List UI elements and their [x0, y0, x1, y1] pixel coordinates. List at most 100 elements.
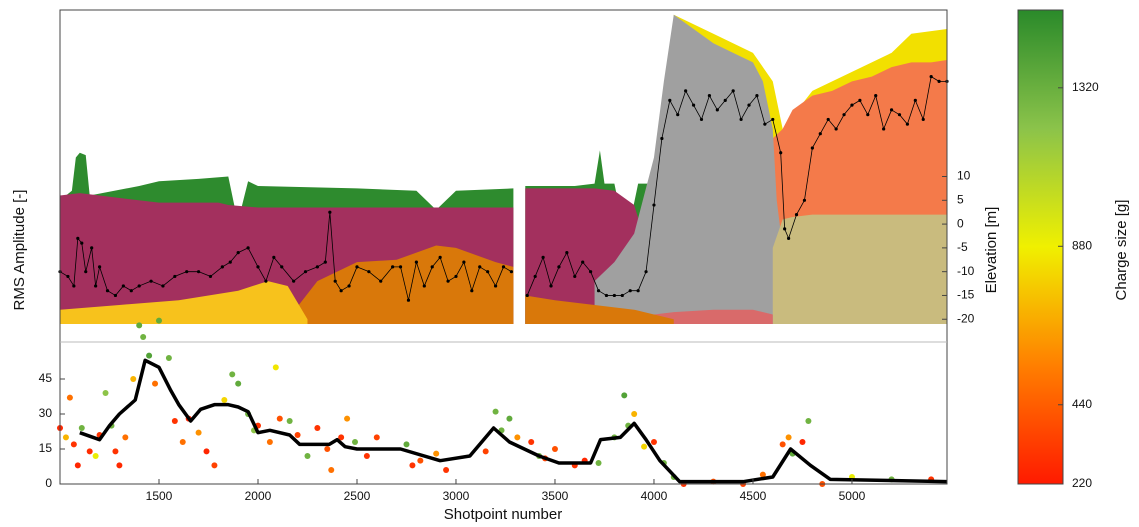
rms-point	[195, 429, 202, 436]
elevation-point	[889, 108, 894, 112]
rms-point	[229, 371, 236, 378]
rms-point	[286, 418, 293, 424]
rms-point	[304, 453, 311, 459]
elevation-point	[391, 265, 395, 269]
elevation-point	[905, 122, 910, 126]
elevation-point	[196, 270, 201, 274]
elevation-point	[573, 274, 577, 279]
y2-tick-label: -20	[957, 311, 975, 325]
rms-point	[122, 434, 129, 441]
y-tick-label: 15	[39, 441, 53, 455]
elevation-point	[676, 113, 680, 117]
elevation-point	[771, 117, 775, 122]
elevation-point	[747, 103, 751, 107]
rms-point	[314, 425, 321, 431]
elevation-point	[620, 293, 624, 298]
rms-point	[631, 411, 638, 417]
rms-point	[136, 322, 143, 329]
x-tick-label: 2000	[245, 489, 272, 503]
y2-tick-label: -15	[957, 288, 975, 302]
x-tick-label: 4500	[740, 489, 767, 503]
rms-point	[621, 392, 628, 399]
elevation-point	[105, 289, 110, 293]
elevation-point	[333, 279, 337, 283]
elevation-point	[628, 289, 632, 293]
rms-point	[443, 467, 450, 473]
elevation-point	[652, 203, 656, 207]
rms-point	[152, 380, 159, 387]
elevation-point	[525, 293, 529, 298]
rms-point	[70, 441, 77, 448]
rms-point	[551, 446, 558, 452]
elevation-point	[486, 270, 490, 274]
rms-point	[506, 415, 513, 422]
rms-point	[92, 453, 99, 459]
elevation-point	[430, 265, 434, 269]
elevation-point	[691, 103, 696, 107]
rms-point	[514, 434, 521, 441]
rms-point	[492, 408, 499, 415]
y-tick-label: 45	[39, 371, 53, 385]
elevation-point	[315, 265, 319, 269]
elevation-point	[834, 127, 838, 131]
elevation-point	[707, 94, 712, 98]
y2-tick-label: 0	[957, 216, 964, 230]
rms-point	[179, 439, 186, 445]
elevation-point	[280, 265, 284, 269]
elevation-point	[668, 98, 672, 102]
elevation-point	[470, 289, 474, 293]
elevation-point	[149, 279, 153, 283]
elevation-point	[355, 265, 359, 269]
elevation-point	[264, 279, 268, 283]
colorbar-tick-label: 440	[1072, 397, 1092, 411]
elevation-point	[897, 113, 902, 117]
rms-point	[363, 453, 370, 459]
x-tick-label: 4000	[641, 489, 668, 503]
elevation-point	[723, 98, 727, 102]
elevation-point	[478, 265, 482, 269]
rms-point	[294, 432, 301, 438]
y2-tick-label: -5	[957, 240, 968, 254]
elevation-point	[414, 260, 418, 264]
elevation-point	[850, 103, 854, 107]
elevation-point	[636, 289, 640, 293]
elevation-point	[739, 117, 743, 122]
rms-point	[785, 434, 792, 441]
elevation-point	[220, 265, 224, 269]
elevation-point	[731, 89, 735, 93]
colorbar	[1017, 9, 1064, 485]
rms-point	[528, 439, 535, 445]
y2-axis-label: Elevation [m]	[983, 207, 1000, 294]
y-tick-label: 0	[45, 476, 52, 490]
rms-point	[641, 443, 648, 450]
elevation-point	[339, 289, 343, 293]
x-tick-label: 3500	[542, 489, 569, 503]
elevation-point	[161, 284, 165, 288]
layer-area	[525, 295, 674, 324]
colorbar-tick-label: 220	[1072, 476, 1092, 490]
elevation-point	[810, 146, 814, 150]
elevation-point	[72, 284, 76, 288]
rms-point	[266, 439, 273, 445]
elevation-point	[826, 117, 830, 122]
elevation-point	[90, 246, 94, 250]
rms-point	[650, 439, 657, 445]
rms-point	[352, 439, 359, 445]
colorbar-tick-label: 880	[1072, 238, 1092, 252]
elevation-point	[509, 270, 514, 274]
elevation-point	[347, 284, 351, 288]
y-tick-label: 30	[39, 406, 53, 420]
elevation-point	[272, 255, 276, 259]
elevation-point	[97, 265, 102, 269]
elevation-point	[493, 284, 498, 288]
rms-point	[165, 355, 172, 361]
elevation-point	[323, 260, 327, 264]
x-axis-label: Shotpoint number	[444, 506, 562, 523]
elevation-point	[256, 265, 260, 269]
elevation-point	[929, 75, 933, 79]
elevation-point	[842, 113, 846, 117]
elevation-point	[581, 260, 585, 264]
rms-point	[140, 334, 147, 340]
elevation-point	[398, 265, 403, 269]
